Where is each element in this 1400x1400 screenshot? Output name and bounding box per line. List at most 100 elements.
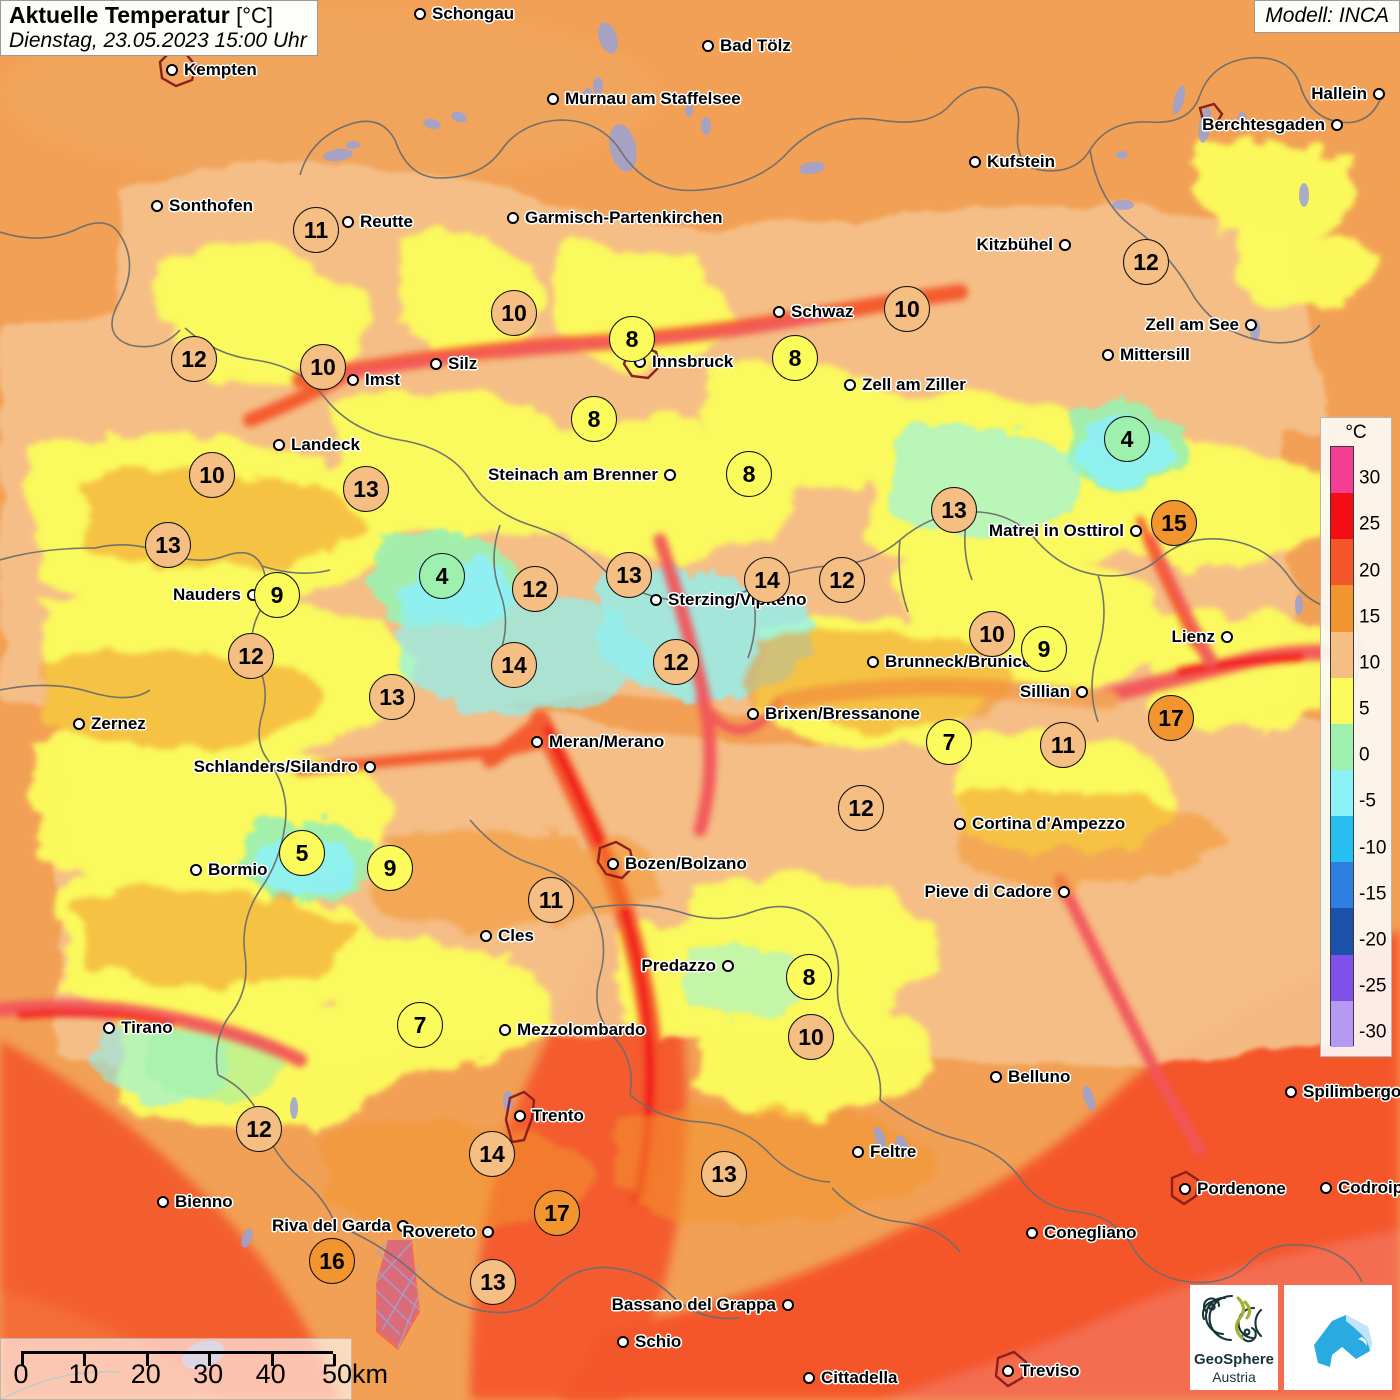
scale-label: 0 [13, 1359, 29, 1389]
legend-tick: 25 [1359, 513, 1381, 535]
station-temperature-marker[interactable]: 13 [145, 522, 191, 568]
station-temperature-marker[interactable]: 10 [491, 290, 537, 336]
city-label: Meran/Merano [549, 732, 665, 751]
city-label: Garmisch-Partenkirchen [525, 208, 723, 227]
station-temperature-marker[interactable]: 12 [236, 1106, 282, 1152]
city-label: Silz [448, 354, 478, 373]
city-label: Codroipo [1338, 1178, 1400, 1197]
city-dot-icon [103, 1022, 115, 1034]
city-dot-icon [480, 930, 492, 942]
city-label: Murnau am Staffelsee [565, 89, 741, 108]
city-label: Steinach am Brenner [487, 465, 658, 484]
city-label: Imst [365, 370, 400, 389]
legend-tick: 20 [1359, 560, 1381, 582]
legend-tick: 5 [1359, 698, 1370, 720]
city-label: Trento [532, 1106, 584, 1125]
station-temperature-marker[interactable]: 12 [1123, 239, 1169, 285]
scale-label: 20 [130, 1359, 161, 1389]
station-temperature-marker[interactable]: 13 [343, 466, 389, 512]
city-dot-icon [867, 656, 879, 668]
station-temperature-marker[interactable]: 12 [228, 633, 274, 679]
station-temperature-marker[interactable]: 11 [293, 207, 339, 253]
station-temperature-marker[interactable]: 12 [512, 566, 558, 612]
city-label: Pordenone [1197, 1179, 1286, 1198]
station-temperature-marker[interactable]: 11 [1040, 722, 1086, 768]
legend-band [1331, 493, 1353, 540]
station-temperature-marker[interactable]: 13 [369, 674, 415, 720]
legend-band [1331, 816, 1353, 863]
station-temperature-marker[interactable]: 13 [701, 1151, 747, 1197]
scale-rule [21, 1351, 336, 1366]
station-temperature-marker[interactable]: 11 [528, 877, 574, 923]
station-temperature-marker[interactable]: 10 [884, 286, 930, 332]
city-dot-icon [1221, 631, 1233, 643]
station-temperature-marker[interactable]: 8 [571, 396, 617, 442]
city-label: Zernez [91, 714, 146, 733]
station-temperature-marker[interactable]: 8 [726, 451, 772, 497]
legend-tick: -15 [1359, 883, 1387, 905]
city-dot-icon [190, 864, 202, 876]
mountain-logo-icon [1314, 1315, 1372, 1367]
station-temperature-marker[interactable]: 12 [819, 557, 865, 603]
station-temperature-marker[interactable]: 9 [254, 572, 300, 618]
station-temperature-marker[interactable]: 12 [838, 785, 884, 831]
city-label: Tirano [121, 1018, 173, 1037]
city-dot-icon [1059, 239, 1071, 251]
city-dot-icon [954, 818, 966, 830]
station-temperature-marker[interactable]: 9 [367, 845, 413, 891]
station-temperature-marker[interactable]: 9 [1021, 626, 1067, 672]
scale-tick [270, 1354, 274, 1366]
station-temperature-marker[interactable]: 16 [309, 1238, 355, 1284]
station-temperature-marker[interactable]: 14 [491, 642, 537, 688]
station-temperature-marker[interactable]: 17 [1148, 695, 1194, 741]
city-dot-icon [650, 594, 662, 606]
station-temperature-marker[interactable]: 13 [931, 487, 977, 533]
station-temperature-marker[interactable]: 5 [279, 830, 325, 876]
city-label: Bozen/Bolzano [625, 854, 747, 873]
title-text: Aktuelle Temperatur [9, 2, 230, 28]
station-temperature-marker[interactable]: 4 [1104, 416, 1150, 462]
legend-tick: 30 [1359, 467, 1381, 489]
city-dot-icon [482, 1226, 494, 1238]
zamg-logo[interactable] [1284, 1285, 1392, 1390]
legend-band [1331, 585, 1353, 632]
city-dot-icon [1076, 686, 1088, 698]
city-label: Bassano del Grappa [611, 1295, 776, 1314]
city-label: Schwaz [791, 302, 854, 321]
station-temperature-marker[interactable]: 8 [609, 316, 655, 362]
city-dot-icon [157, 1196, 169, 1208]
station-temperature-marker[interactable]: 7 [397, 1002, 443, 1048]
station-temperature-marker[interactable]: 4 [419, 553, 465, 599]
station-temperature-marker[interactable]: 17 [534, 1190, 580, 1236]
model-label: Modell: INCA [1254, 0, 1400, 33]
city-dot-icon [607, 858, 619, 870]
city-label: Pieve di Cadore [924, 882, 1052, 901]
station-temperature-marker[interactable]: 8 [772, 335, 818, 381]
station-temperature-marker[interactable]: 10 [788, 1014, 834, 1060]
station-temperature-marker[interactable]: 14 [469, 1131, 515, 1177]
station-temperature-marker[interactable]: 7 [926, 719, 972, 765]
station-temperature-marker[interactable]: 10 [300, 344, 346, 390]
geosphere-austria-logo[interactable]: GeoSphere Austria [1190, 1285, 1278, 1390]
city-dot-icon [803, 1372, 815, 1384]
scale-label: 30 [193, 1359, 224, 1389]
city-label: Treviso [1020, 1361, 1080, 1380]
city-dot-icon [773, 306, 785, 318]
title-unit: [°C] [236, 3, 274, 28]
city-label: Schlanders/Silandro [193, 757, 358, 776]
station-temperature-marker[interactable]: 12 [653, 639, 699, 685]
station-temperature-marker[interactable]: 12 [171, 336, 217, 382]
city-dot-icon [1373, 88, 1385, 100]
station-temperature-marker[interactable]: 15 [1151, 500, 1197, 546]
city-dot-icon [852, 1146, 864, 1158]
station-temperature-marker[interactable]: 14 [744, 557, 790, 603]
station-temperature-marker[interactable]: 13 [470, 1259, 516, 1305]
station-temperature-marker[interactable]: 10 [969, 611, 1015, 657]
station-temperature-marker[interactable]: 8 [786, 954, 832, 1000]
city-dot-icon [782, 1299, 794, 1311]
station-temperature-marker[interactable]: 13 [606, 552, 652, 598]
city-label: Nauders [172, 585, 241, 604]
station-temperature-marker[interactable]: 10 [189, 452, 235, 498]
